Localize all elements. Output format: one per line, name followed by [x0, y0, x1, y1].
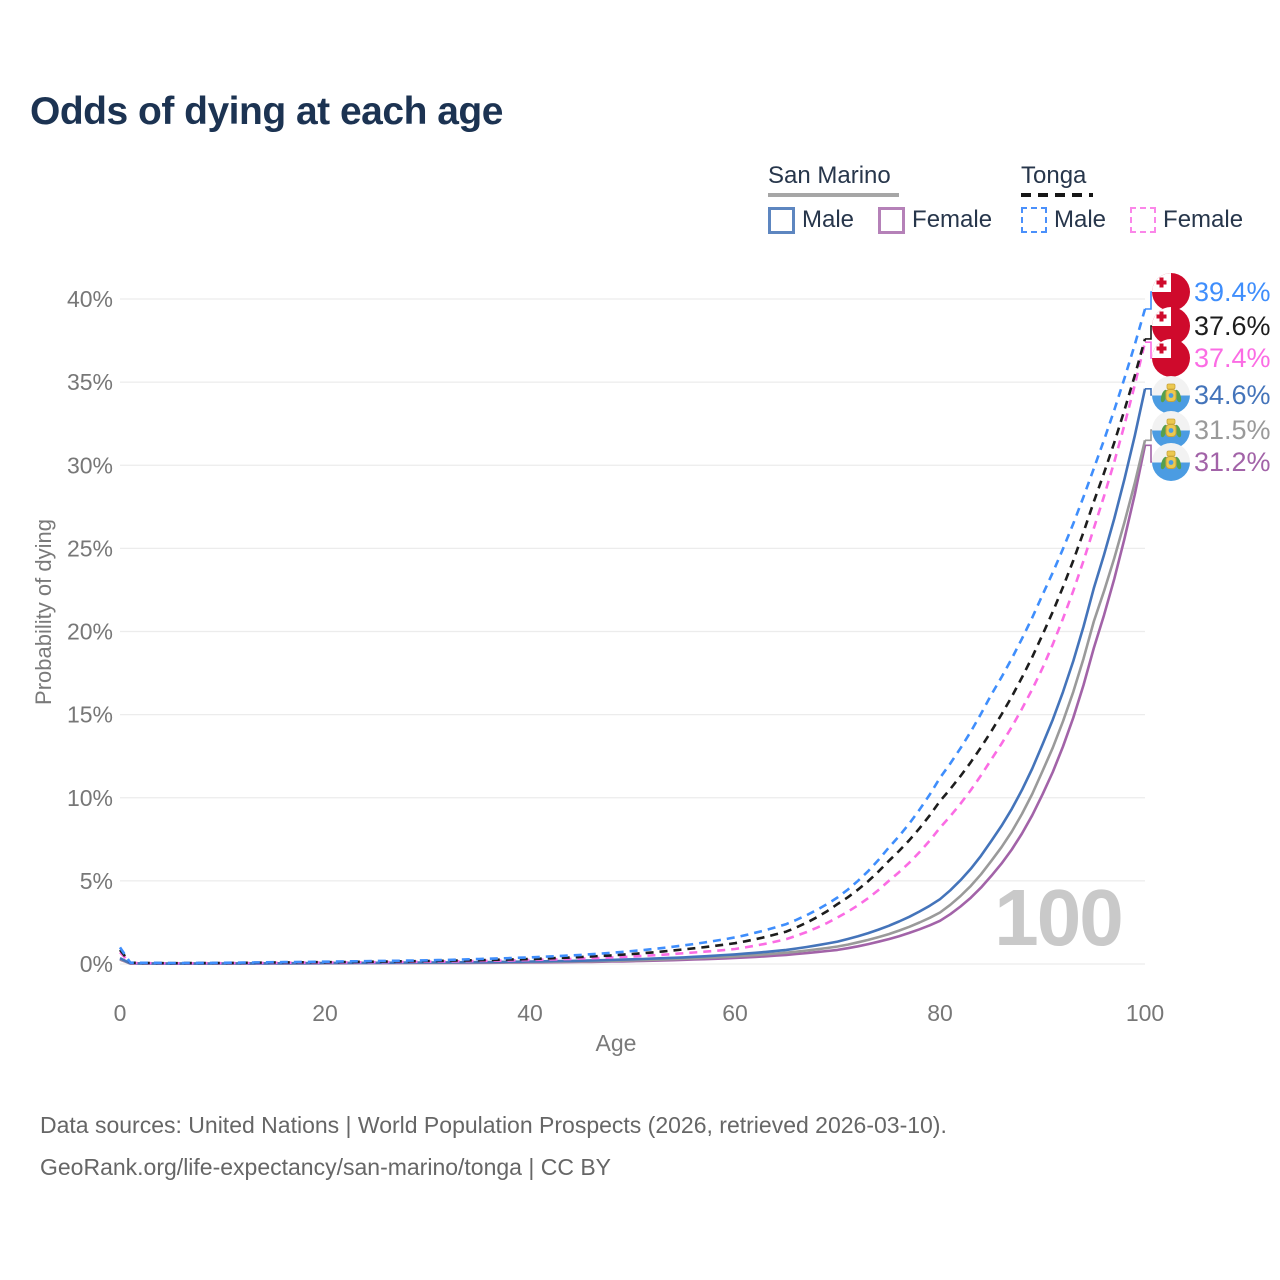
y-tick-label: 15%	[67, 702, 113, 728]
legend-label-tonga-male: Male	[1054, 206, 1107, 233]
curve-tonga-male[interactable]	[118, 308, 1147, 965]
flag-icon-san-marino	[1152, 443, 1190, 481]
y-tick-label: 0%	[80, 951, 113, 977]
age-counter-watermark: 100	[994, 873, 1123, 962]
end-label-tonga-male: 39.4%	[1194, 277, 1271, 307]
end-label-san-marino-both: 31.5%	[1194, 415, 1271, 445]
x-tick-label: 80	[927, 1000, 953, 1026]
legend-swatch-san-marino-female-icon	[878, 206, 906, 234]
legend-item-tonga-female[interactable]: Female	[1130, 206, 1243, 234]
y-axis-title: Probability of dying	[31, 519, 56, 705]
legend-country-tonga[interactable]: Tonga	[1021, 162, 1087, 189]
legend-label-tonga-female: Female	[1163, 206, 1244, 233]
legend-label-san-marino-female: Female	[912, 206, 993, 233]
legend-group-san-marino: San Marino Male Female	[768, 162, 1016, 234]
x-tick-label: 0	[114, 1000, 127, 1026]
footer: Data sources: United Nations | World Pop…	[40, 1104, 947, 1188]
x-tick-label: 20	[312, 1000, 338, 1026]
legend-swatch-san-marino-male-icon	[768, 206, 795, 234]
legend-swatch-tonga-female-icon	[1130, 207, 1157, 233]
footer-url: GeoRank.org/life-expectancy/san-marino/t…	[40, 1154, 612, 1180]
end-label-san-marino-male: 34.6%	[1194, 380, 1271, 410]
footer-data-sources: Data sources: United Nations | World Pop…	[40, 1112, 947, 1138]
flag-icon-san-marino	[1152, 411, 1190, 449]
x-tick-label: 100	[1126, 1000, 1164, 1026]
end-label-tonga-female: 37.4%	[1194, 343, 1271, 373]
y-tick-label: 20%	[67, 619, 113, 645]
end-label-san-marino-female: 31.2%	[1194, 447, 1271, 477]
y-tick-label: 5%	[80, 868, 113, 894]
legend-line-sample-san-marino-icon	[768, 193, 899, 197]
y-tick-label: 40%	[67, 286, 113, 312]
legend-swatch-tonga-male-icon	[1021, 207, 1047, 233]
legend-item-san-marino-male[interactable]: Male	[768, 206, 854, 234]
legend-country-san-marino[interactable]: San Marino	[768, 162, 891, 189]
flag-icon-tonga	[1152, 307, 1190, 345]
curve-tonga-female[interactable]	[119, 341, 1147, 965]
legend-group-tonga: Tonga Male Female	[1021, 162, 1267, 234]
flag-icon-tonga	[1152, 273, 1190, 311]
y-tick-label: 25%	[67, 535, 113, 561]
y-tick-label: 35%	[67, 369, 113, 395]
legend-item-san-marino-female[interactable]: Female	[878, 206, 992, 234]
y-tick-label: 30%	[67, 452, 113, 478]
page-title: Odds of dying at each age	[30, 90, 503, 133]
end-label-tonga-both: 37.6%	[1194, 311, 1271, 341]
curve-tonga-both[interactable]	[118, 338, 1147, 965]
flag-icon-san-marino	[1152, 376, 1190, 414]
legend-line-sample-tonga-icon	[1021, 193, 1093, 197]
legend-item-tonga-male[interactable]: Male	[1021, 206, 1106, 234]
legend-items-tonga: Male Female	[1021, 206, 1267, 234]
flag-icon-tonga	[1152, 339, 1190, 377]
legend-label-san-marino-male: Male	[802, 206, 855, 233]
legend-items-san-marino: Male Female	[768, 206, 1016, 234]
x-tick-label: 60	[722, 1000, 748, 1026]
y-tick-label: 10%	[67, 785, 113, 811]
x-axis-title: Age	[595, 1030, 637, 1056]
x-tick-label: 40	[517, 1000, 543, 1026]
